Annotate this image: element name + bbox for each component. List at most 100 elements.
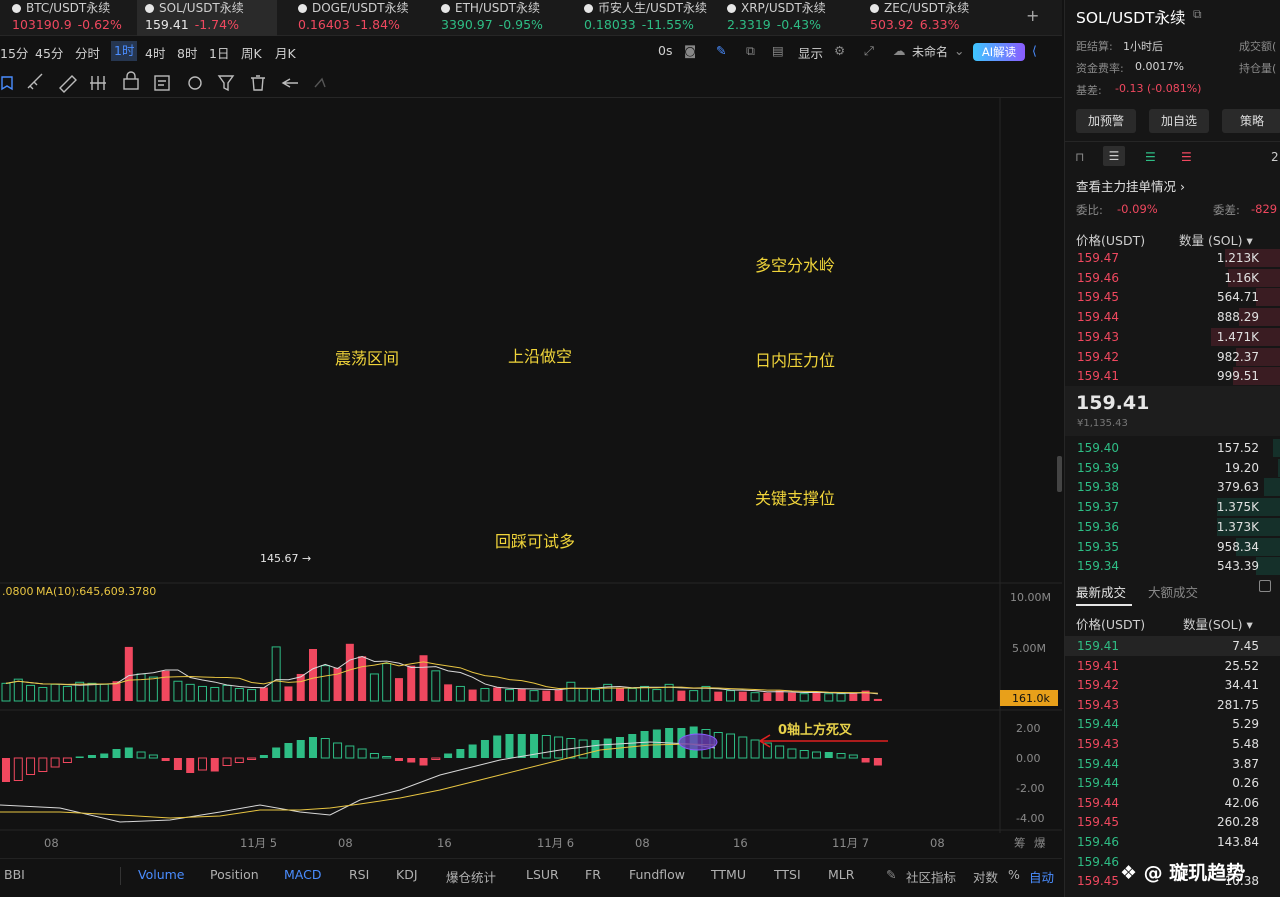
orderbook-row[interactable]: 159.34 543.39 [1065,556,1280,576]
depth-mode-asks-icon[interactable]: ☰ [1181,150,1192,164]
interval-4时[interactable]: 4时 [145,46,166,61]
panel-button[interactable]: 加预警 [1076,109,1136,133]
ticker-tab[interactable]: 币安人生/USDT永续 0.18033 -11.55% [576,0,716,36]
depth-mode-default-icon[interactable]: ☰ [1103,146,1125,166]
depth-mode-both-icon[interactable]: ⊓ [1075,150,1085,164]
orderbook-row[interactable]: 159.44 888.29 [1065,307,1280,327]
panel-button[interactable]: 策略 [1222,109,1280,133]
indicator-tab[interactable]: TTSI [774,867,801,882]
indicator-tab[interactable]: Fundflow [629,867,686,882]
trade-price: 159.46 [1077,835,1119,849]
ruler-icon [27,73,43,90]
indicator-tab[interactable]: 爆仓统计 [446,870,497,885]
interval-1日[interactable]: 1日 [209,46,230,61]
macd-bar [272,747,281,758]
ob-price: 159.43 [1077,329,1119,344]
interval-8时[interactable]: 8时 [177,46,198,61]
interval-45分[interactable]: 45分 [35,46,64,61]
indicator-tab[interactable]: % [1008,867,1020,882]
price-chart[interactable]: 190.00185.00180.00175.00170.00165.00160.… [0,98,1062,858]
orderbook-row[interactable]: 159.38 379.63 [1065,477,1280,497]
trade-price: 159.45 [1077,815,1119,830]
ticker-values: 159.41 -1.74% [145,16,277,34]
camera-icon[interactable]: ◙ [684,43,697,58]
orderbook-row[interactable]: 159.46 1.16K [1065,268,1280,288]
macd-bar [210,758,219,772]
share-icon[interactable]: ⟨ [1032,43,1037,58]
layout-name[interactable]: 未命名 [912,45,949,59]
indicator-tab[interactable]: RSI [349,867,370,882]
macd-bar [652,729,661,758]
interval-周K[interactable]: 周K [241,46,262,61]
tab-large-trades[interactable]: 大额成交 [1148,585,1199,600]
orderbook-row[interactable]: 159.37 1.375K [1065,497,1280,517]
copy-icon[interactable]: ⧉ [1193,7,1202,21]
indicator-tab[interactable]: Volume [138,867,185,882]
ticker-tab[interactable]: XRP/USDT永续 2.3319 -0.43% [719,0,859,36]
orderbook-row[interactable]: 159.41 999.51 [1065,366,1280,386]
ticker-tab[interactable]: ETH/USDT永续 3390.97 -0.95% [433,0,573,36]
depth-mode-bids-icon[interactable]: ☰ [1145,150,1156,164]
orderbook-row[interactable]: 159.42 982.37 [1065,347,1280,367]
add-tab-icon[interactable]: + [1026,6,1040,25]
macd-bar [603,738,612,758]
macd-bar [824,752,833,758]
ob-qty: 1.471K [1216,329,1259,344]
indicator-tab[interactable]: TTMU [711,867,746,882]
display-button[interactable]: 显示 [798,46,824,61]
fullscreen-icon[interactable]: ⤢ [864,43,875,58]
ai-analysis-button[interactable]: AI解读 [973,43,1025,61]
depth-precision[interactable]: 2 [1271,150,1279,164]
orderbook-row[interactable]: 159.45 564.71 [1065,287,1280,307]
indicator-tab[interactable]: BBI [4,867,25,882]
orderbook-row[interactable]: 159.36 1.373K [1065,517,1280,537]
ticker-tab[interactable]: DOGE/USDT永续 0.16403 -1.84% [290,0,430,36]
pen-icon[interactable]: ✎ [716,43,727,58]
trade-price: 159.41 [1077,658,1119,673]
indicator-tab[interactable]: KDJ [396,867,418,882]
indicator-tab[interactable]: LSUR [526,867,559,882]
ticker-price: 2.3319 [727,17,771,32]
volume-bar [787,692,796,701]
orderbook-row[interactable]: 159.40 157.52 [1065,438,1280,458]
macd-bar [173,758,182,770]
edit-icon[interactable]: ✎ [886,867,897,882]
popout-icon[interactable]: ⧉ [746,43,755,58]
gear-icon[interactable]: ⚙ [834,43,846,58]
volume-bar [26,684,36,702]
indicator-tab[interactable]: 对数 [973,870,999,885]
drawing-tools-icons[interactable] [0,68,340,98]
trades-col-qty[interactable]: 数量(SOL) ▾ [1183,617,1253,632]
indicator-tab[interactable]: 社区指标 [906,870,957,885]
orderbook-row[interactable]: 159.43 1.471K [1065,327,1280,347]
macd-bar [578,739,588,759]
checkbox[interactable] [1259,580,1271,592]
tab-latest-trades[interactable]: 最新成交 [1076,585,1127,600]
ticker-change: -0.95% [498,17,543,32]
interval-分时[interactable]: 分时 [75,46,101,61]
indicator-tab[interactable]: 自动 [1029,870,1055,885]
chevron-down-icon[interactable]: ⌄ [954,43,965,58]
interval-15分[interactable]: 15分 [0,46,29,61]
indicator-tab[interactable]: MLR [828,867,855,882]
interval-1时[interactable]: 1时 [111,41,138,61]
volume-bar [664,683,674,702]
indicator-tab[interactable]: FR [585,867,601,882]
layout-icon[interactable]: ▤ [772,43,784,58]
ticker-values: 0.18033 -11.55% [584,16,716,34]
ob-col-qty[interactable]: 数量 (SOL) ▾ [1179,233,1253,248]
panel-button[interactable]: 加自选 [1149,109,1209,133]
ticker-tab[interactable]: ZEC/USDT永续 503.92 6.33% [862,0,1002,36]
indicator-tab[interactable]: Position [210,867,259,882]
orderbook-row[interactable]: 159.35 958.34 [1065,537,1280,557]
ticker-tab[interactable]: BTC/USDT永续 103190.9 -0.62% [4,0,144,36]
coin-icon [727,4,736,13]
ob-qty: 564.71 [1217,290,1259,305]
orderbook-row[interactable]: 159.39 19.20 [1065,458,1280,478]
indicator-tab[interactable]: MACD [284,867,322,882]
oi-label: 持仓量( [1239,62,1277,75]
orderbook-row[interactable]: 159.47 1.213K [1065,248,1280,268]
interval-月K[interactable]: 月K [275,46,296,61]
ticker-tab[interactable]: SOL/USDT永续 159.41 -1.74% [137,0,277,36]
main-orders-link[interactable]: 查看主力挂单情况 › [1076,179,1185,194]
